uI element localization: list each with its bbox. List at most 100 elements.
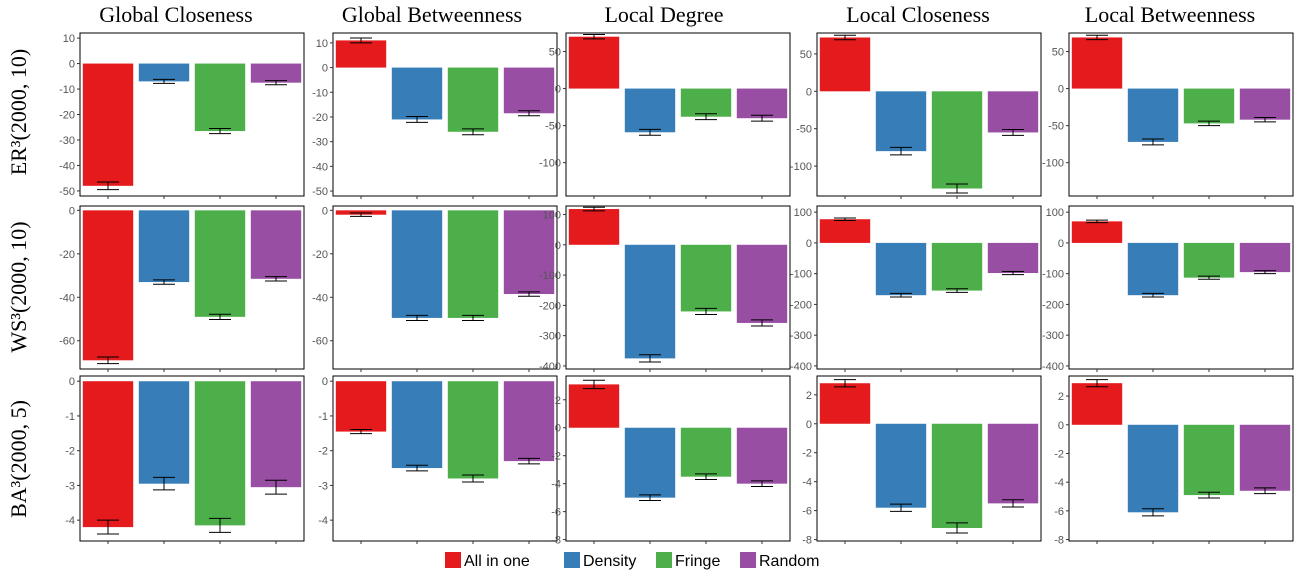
panel-ws-2000-10-local-closeness: 100 0 -100 -200 -300 -400 bbox=[790, 205, 1042, 373]
legend-label-fringe: Fringe bbox=[675, 553, 720, 570]
bar-fringe bbox=[680, 244, 732, 312]
y-tick-label: -30 bbox=[59, 135, 75, 147]
panel-ws-2000-10-global-betweenness: 0 -20 -40 -60 bbox=[312, 205, 558, 372]
panel-er-2000-10-local-closeness: 50 0 -50 -100 bbox=[790, 32, 1042, 199]
y-tick-label: -20 bbox=[312, 249, 328, 261]
bar-all-in-one bbox=[568, 36, 620, 89]
y-tick-label: 0 bbox=[555, 84, 561, 96]
error-bar-density bbox=[406, 115, 428, 123]
row-label-er: ER³(2000, 10) bbox=[6, 49, 31, 175]
legend-label-random: Random bbox=[759, 553, 819, 570]
bar-random bbox=[1239, 88, 1291, 120]
y-tick-label: -4 bbox=[802, 477, 812, 489]
y-tick-label: -100 bbox=[539, 270, 561, 282]
error-bar-all-in-one bbox=[97, 181, 119, 191]
bar-all-in-one bbox=[1071, 37, 1123, 89]
panel-ws-2000-10-local-degree: 100 0 -100 -200 -300 -400 bbox=[539, 205, 791, 373]
y-tick-label: -40 bbox=[312, 292, 328, 304]
error-bar-density bbox=[153, 78, 175, 84]
legend-label-all-in-one: All in one bbox=[464, 553, 530, 570]
bar-all-in-one bbox=[82, 63, 134, 186]
legend-swatch-density bbox=[564, 552, 580, 568]
error-bar-fringe bbox=[209, 128, 231, 135]
bar-density bbox=[875, 423, 927, 508]
y-tick-label: -3 bbox=[318, 480, 328, 492]
error-bar-all-in-one bbox=[350, 37, 372, 44]
y-tick-label: 0 bbox=[69, 59, 75, 71]
error-bar-fringe bbox=[462, 314, 484, 322]
y-tick-label: -400 bbox=[539, 361, 561, 373]
column-title-global-betweenness: Global Betweenness bbox=[342, 2, 522, 27]
error-bar-fringe bbox=[209, 313, 231, 320]
bar-fringe bbox=[1183, 242, 1235, 278]
y-tick-label: -400 bbox=[790, 361, 812, 373]
y-tick-label: -40 bbox=[59, 160, 75, 172]
y-tick-label: 100 bbox=[794, 207, 812, 219]
bar-random bbox=[503, 210, 555, 295]
y-tick-label: -300 bbox=[790, 330, 812, 342]
bar-density bbox=[138, 381, 190, 484]
legend: All in one Density Fringe Random bbox=[445, 552, 819, 570]
y-tick-label: 0 bbox=[555, 240, 561, 252]
error-bar-random bbox=[751, 319, 773, 327]
error-bar-fringe bbox=[695, 113, 717, 121]
error-bar-random bbox=[1254, 270, 1276, 275]
bar-fringe bbox=[931, 242, 983, 291]
bar-fringe bbox=[447, 210, 499, 318]
error-bar-random bbox=[1002, 271, 1024, 276]
y-tick-label: -20 bbox=[59, 110, 75, 122]
panel-ba-2000-5-local-closeness: 2 0 -2 -4 -6 -8 bbox=[802, 375, 1042, 547]
bar-density bbox=[1127, 88, 1179, 142]
bar-density bbox=[1127, 242, 1179, 296]
error-bar-density bbox=[1142, 138, 1164, 146]
error-bar-density bbox=[153, 279, 175, 285]
panel-ba-2000-5-global-betweenness: 0 -1 -2 -3 -4 bbox=[318, 375, 558, 544]
y-tick-label: 0 bbox=[555, 423, 561, 435]
y-tick-label: -10 bbox=[59, 84, 75, 96]
error-bar-density bbox=[406, 314, 428, 322]
y-tick-label: 2 bbox=[1058, 391, 1064, 403]
bar-density bbox=[624, 88, 676, 133]
bar-random bbox=[250, 210, 302, 279]
error-bar-random bbox=[751, 114, 773, 122]
y-tick-label: -1 bbox=[318, 411, 328, 423]
bar-density bbox=[391, 381, 443, 469]
error-bar-all-in-one bbox=[97, 519, 119, 535]
bar-fringe bbox=[447, 381, 499, 479]
panel-ba-2000-5-global-closeness: 0 -1 -2 -3 -4 bbox=[65, 375, 305, 544]
y-tick-label: 10 bbox=[63, 33, 75, 45]
error-bar-fringe bbox=[1198, 491, 1220, 499]
bar-random bbox=[987, 242, 1039, 274]
bar-density bbox=[875, 242, 927, 296]
y-tick-label: -1 bbox=[65, 411, 75, 423]
error-bar-all-in-one bbox=[350, 428, 372, 435]
y-tick-label: -100 bbox=[539, 158, 561, 170]
error-bar-all-in-one bbox=[350, 212, 372, 217]
bar-density bbox=[391, 67, 443, 120]
bar-fringe bbox=[194, 210, 246, 317]
error-bar-fringe bbox=[1198, 120, 1220, 127]
error-bar-random bbox=[1002, 128, 1024, 136]
bar-density bbox=[391, 210, 443, 318]
error-bar-all-in-one bbox=[1086, 219, 1108, 224]
bar-random bbox=[987, 423, 1039, 504]
bar-fringe bbox=[931, 91, 983, 189]
y-tick-label: -3 bbox=[65, 480, 75, 492]
error-bar-all-in-one bbox=[1086, 379, 1108, 388]
bar-random bbox=[1239, 424, 1291, 491]
bar-density bbox=[138, 63, 190, 82]
y-tick-label: -60 bbox=[59, 336, 75, 348]
bar-fringe bbox=[194, 381, 246, 526]
error-bar-random bbox=[265, 80, 287, 86]
bar-all-in-one bbox=[819, 37, 871, 92]
y-tick-label: -60 bbox=[312, 336, 328, 348]
error-bar-random bbox=[1254, 487, 1276, 495]
bar-fringe bbox=[194, 63, 246, 132]
y-tick-label: -8 bbox=[1054, 535, 1064, 547]
bar-density bbox=[1127, 424, 1179, 513]
bar-all-in-one bbox=[1071, 383, 1123, 425]
panel-ba-2000-5-local-betweenness: 2 0 -2 -4 -6 -8 bbox=[1054, 375, 1294, 547]
y-tick-label: 0 bbox=[806, 419, 812, 431]
bar-density bbox=[875, 91, 927, 152]
error-bar-fringe bbox=[946, 288, 968, 293]
